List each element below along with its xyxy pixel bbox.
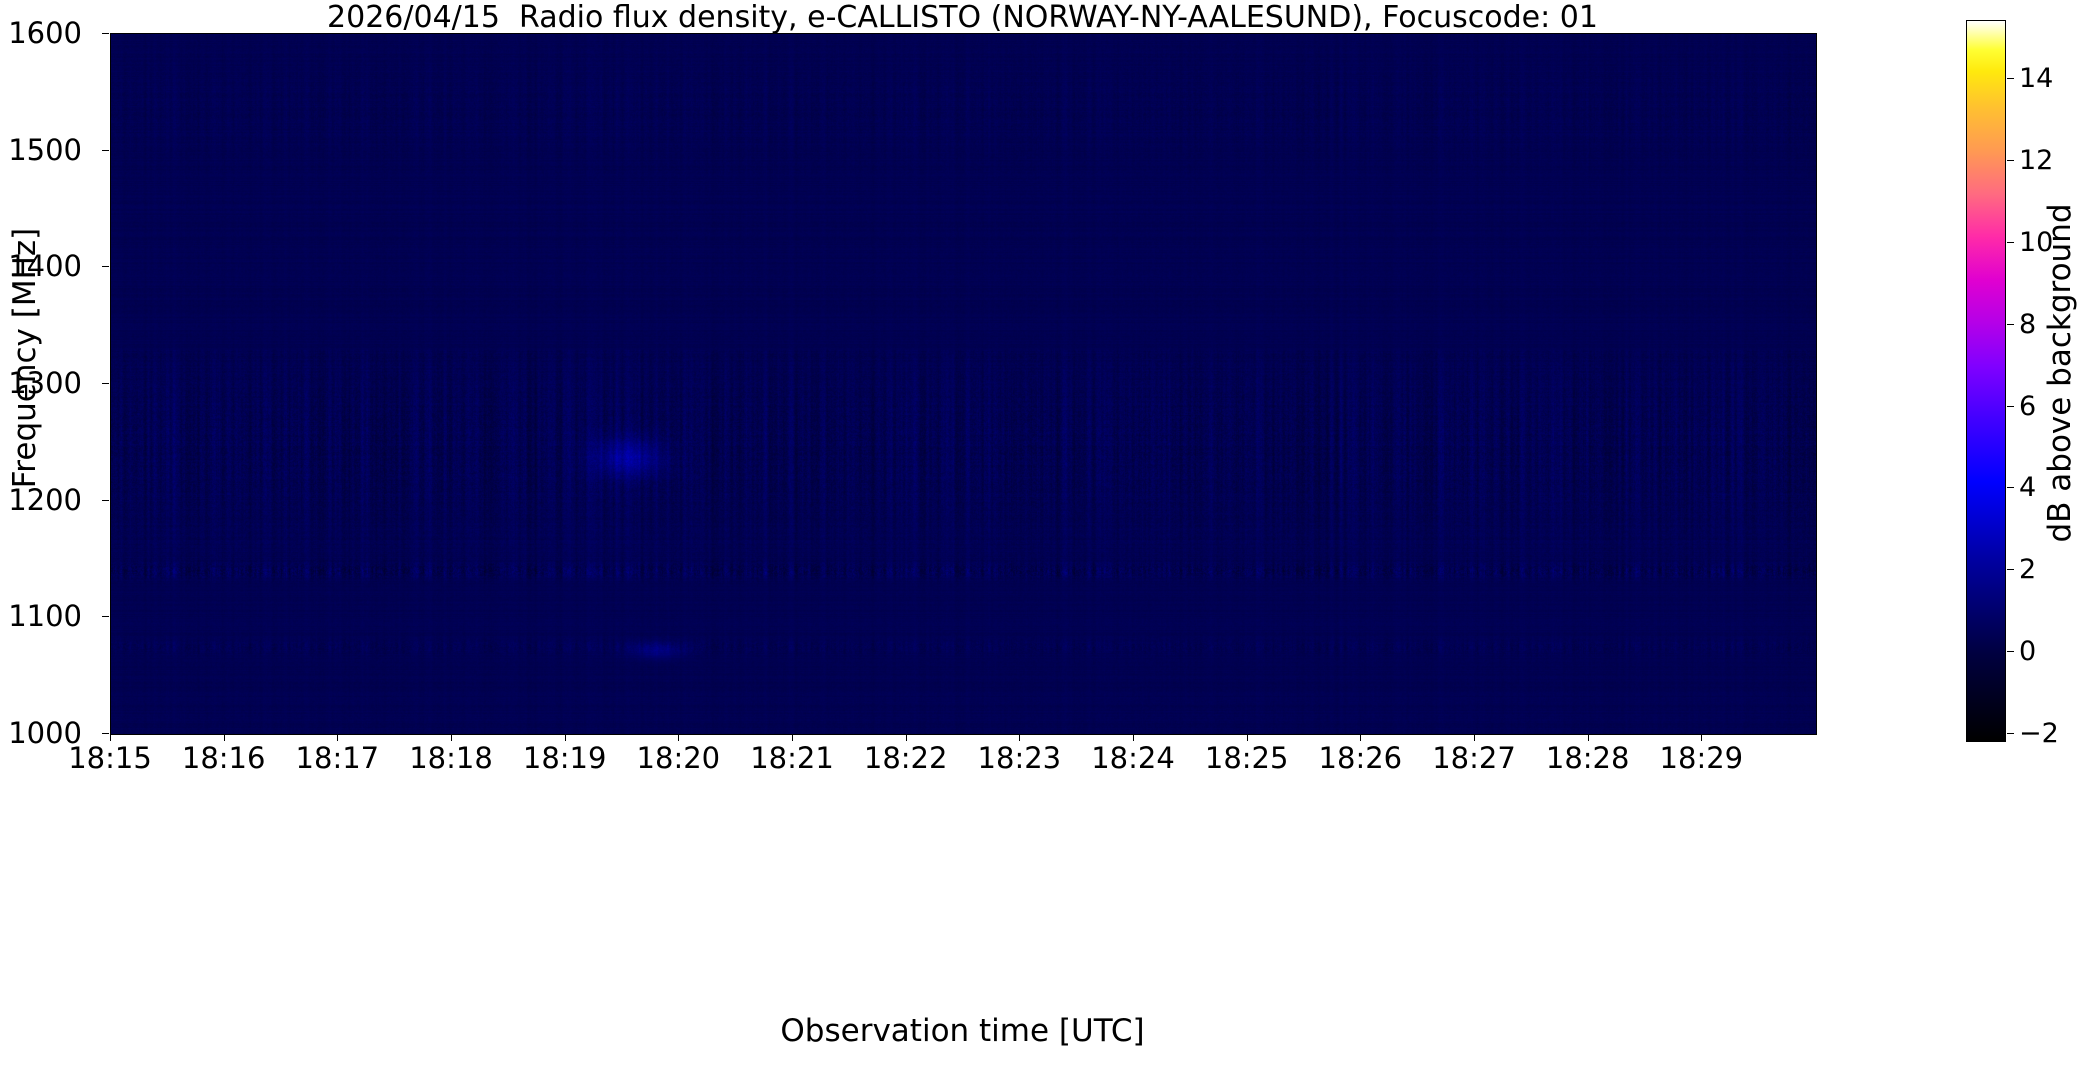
x-tick-mark xyxy=(1474,734,1475,741)
y-tick-label: 1300 xyxy=(8,366,82,400)
x-tick-mark xyxy=(451,734,452,741)
colorbar-gradient xyxy=(1966,20,2006,742)
y-tick-mark xyxy=(102,383,109,384)
x-tick-label: 18:25 xyxy=(1204,741,1289,775)
x-tick-mark xyxy=(110,734,111,741)
x-tick-mark xyxy=(792,734,793,741)
x-axis-tick-marks xyxy=(110,734,1817,742)
colorbar-tick-label: −2 xyxy=(2019,717,2059,749)
y-axis-title-wrap: Frequency [MHz] xyxy=(0,0,50,767)
x-tick-label: 18:20 xyxy=(636,741,721,775)
y-tick-mark xyxy=(102,616,109,618)
y-tick-mark xyxy=(102,266,109,268)
x-tick-mark xyxy=(1019,734,1021,741)
y-tick-mark xyxy=(102,33,109,34)
colorbar-tick-mark xyxy=(2007,487,2014,489)
y-axis-ticks: 1000 1100 1200 1300 1400 1500 1600 xyxy=(0,19,109,748)
colorbar-title-wrap: dB above background xyxy=(2035,0,2085,767)
x-tick-label: 18:26 xyxy=(1318,741,1403,775)
colorbar-tick-label: 2 xyxy=(2019,554,2037,586)
x-tick-mark xyxy=(905,734,907,741)
x-tick-label: 18:15 xyxy=(68,741,152,775)
colorbar-tick-mark xyxy=(2007,732,2014,734)
colorbar-tick-label: 14 xyxy=(2019,63,2054,95)
x-tick-label: 18:29 xyxy=(1659,741,1744,775)
colorbar-tick-label: 0 xyxy=(2019,636,2037,667)
y-tick-label: 1100 xyxy=(8,599,82,634)
x-tick-mark xyxy=(564,734,566,741)
y-tick-label: 1600 xyxy=(8,16,82,50)
colorbar-title: dB above background xyxy=(2042,203,2078,543)
x-tick-label: 18:24 xyxy=(1091,741,1175,775)
x-axis-title: Observation time [UTC] xyxy=(780,1013,1145,1049)
colorbar-tick-mark xyxy=(2007,569,2014,571)
x-tick-label: 18:22 xyxy=(863,741,948,775)
spectrogram-plot-area xyxy=(110,33,1817,735)
x-tick-label: 18:18 xyxy=(409,741,493,775)
x-tick-label: 18:28 xyxy=(1545,741,1630,775)
y-axis-title: Frequency [MHz] xyxy=(7,227,43,489)
x-tick-mark xyxy=(1701,734,1703,741)
x-tick-label: 18:27 xyxy=(1432,741,1516,775)
x-tick-label: 18:19 xyxy=(522,741,607,775)
spectrogram-image xyxy=(111,34,1816,734)
y-tick-label: 1200 xyxy=(8,482,82,517)
x-tick-mark xyxy=(678,734,680,741)
colorbar-tick-label: 12 xyxy=(2019,145,2054,177)
x-tick-label: 18:23 xyxy=(977,741,1062,775)
colorbar-ticks: −2 0 2 4 6 8 10 12 14 xyxy=(1966,20,2085,747)
colorbar xyxy=(1966,20,2006,742)
y-tick-label: 1000 xyxy=(8,716,82,750)
colorbar-tick-mark xyxy=(2007,78,2014,80)
x-axis-ticks: 18:15 18:16 18:17 18:18 18:19 18:20 18:21 18:22… xyxy=(68,741,1817,782)
colorbar-tick-mark xyxy=(2007,651,2014,652)
colorbar-tick-mark xyxy=(2007,241,2014,243)
x-tick-mark xyxy=(223,734,225,741)
colorbar-tick-mark xyxy=(2007,405,2014,407)
x-tick-mark xyxy=(1133,734,1134,741)
x-tick-mark xyxy=(337,734,339,741)
x-tick-label: 18:21 xyxy=(750,741,834,775)
x-tick-mark xyxy=(1246,734,1248,741)
x-tick-label: 18:17 xyxy=(295,741,380,775)
y-tick-mark xyxy=(102,149,109,151)
x-tick-mark xyxy=(1587,734,1589,741)
colorbar-tick-label: 8 xyxy=(2019,308,2037,340)
y-tick-label: 1500 xyxy=(8,132,82,167)
page-title: 2026/04/15 Radio flux density, e-CALLIST… xyxy=(327,0,1598,35)
y-tick-mark xyxy=(102,733,109,734)
y-tick-label: 1400 xyxy=(8,249,82,284)
x-tick-mark xyxy=(1360,734,1362,741)
colorbar-tick-label: 4 xyxy=(2019,472,2037,504)
colorbar-tick-label: 10 xyxy=(2019,226,2054,258)
y-tick-mark xyxy=(102,499,109,501)
colorbar-tick-mark xyxy=(2007,160,2014,162)
x-tick-label: 18:16 xyxy=(181,741,266,775)
colorbar-tick-mark xyxy=(2007,323,2014,325)
colorbar-tick-label: 6 xyxy=(2019,390,2037,422)
